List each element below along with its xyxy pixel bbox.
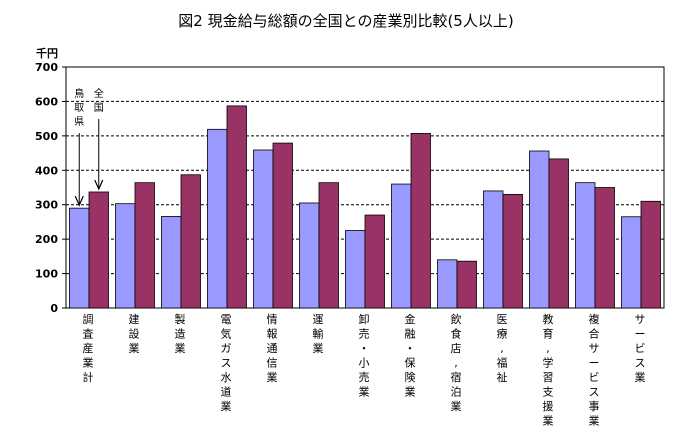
bar-tottori [575,182,596,309]
bar-national [318,182,339,309]
annotation-arrowhead [94,179,104,191]
bar-national [180,174,201,309]
chart-title: 図2 現金給与総額の全国との産業別比較(5人以上) [178,12,513,30]
bar-national [548,158,569,309]
y-tick-label: 0 [50,302,58,315]
x-category-label: 調査産業計 [83,312,94,384]
x-category-label: 飲食店,宿泊業 [451,312,462,413]
x-category-label: 複合サービス事業 [589,312,600,428]
bar-national [456,260,477,309]
bar-tottori [161,216,182,309]
x-category-label: 運輸業 [313,313,324,355]
bar-national [226,105,247,309]
x-category-label: 卸売・小売業 [359,312,370,399]
bar-tottori [299,202,320,309]
bar-tottori [69,207,90,309]
bar-national [502,193,523,309]
bar-tottori [621,216,642,309]
bar-national [134,182,155,309]
x-category-label: サービス業 [635,313,646,384]
annotation-label: 全国 [94,87,104,114]
bar-tottori [391,183,412,309]
x-category-label: 金融・保険業 [405,312,416,399]
bar-tottori [253,149,274,309]
annotation-arrowhead [74,195,84,207]
bar-tottori [483,190,504,309]
x-category-label: 医療,福祉 [497,313,508,384]
bar-tottori [115,203,136,309]
y-tick-label: 300 [35,199,58,212]
annotation-label: 鳥取県 [74,87,84,128]
bar-national [364,214,385,309]
x-category-label: 製造業 [175,312,186,355]
bar-tottori [437,259,458,309]
bar-national [640,200,661,309]
y-axis-unit: 千円 [36,46,58,60]
y-tick-label: 700 [35,61,58,74]
bar-national [88,191,109,309]
bar-national [272,142,293,309]
x-category-label: 情報通信業 [267,313,278,384]
bar-national [594,187,615,309]
y-tick-label: 600 [35,95,58,108]
y-tick-label: 100 [35,268,58,281]
bar-tottori [207,128,228,309]
x-category-label: 建設業 [129,312,140,355]
x-category-label: 教育,学習支援業 [543,313,554,428]
bar-tottori [529,150,550,309]
y-tick-label: 500 [35,130,58,143]
y-tick-label: 200 [35,233,58,246]
y-tick-label: 400 [35,164,58,177]
bar-national [410,133,431,309]
bar-tottori [345,230,366,309]
x-category-label: 電気ガス水道業 [221,313,232,413]
